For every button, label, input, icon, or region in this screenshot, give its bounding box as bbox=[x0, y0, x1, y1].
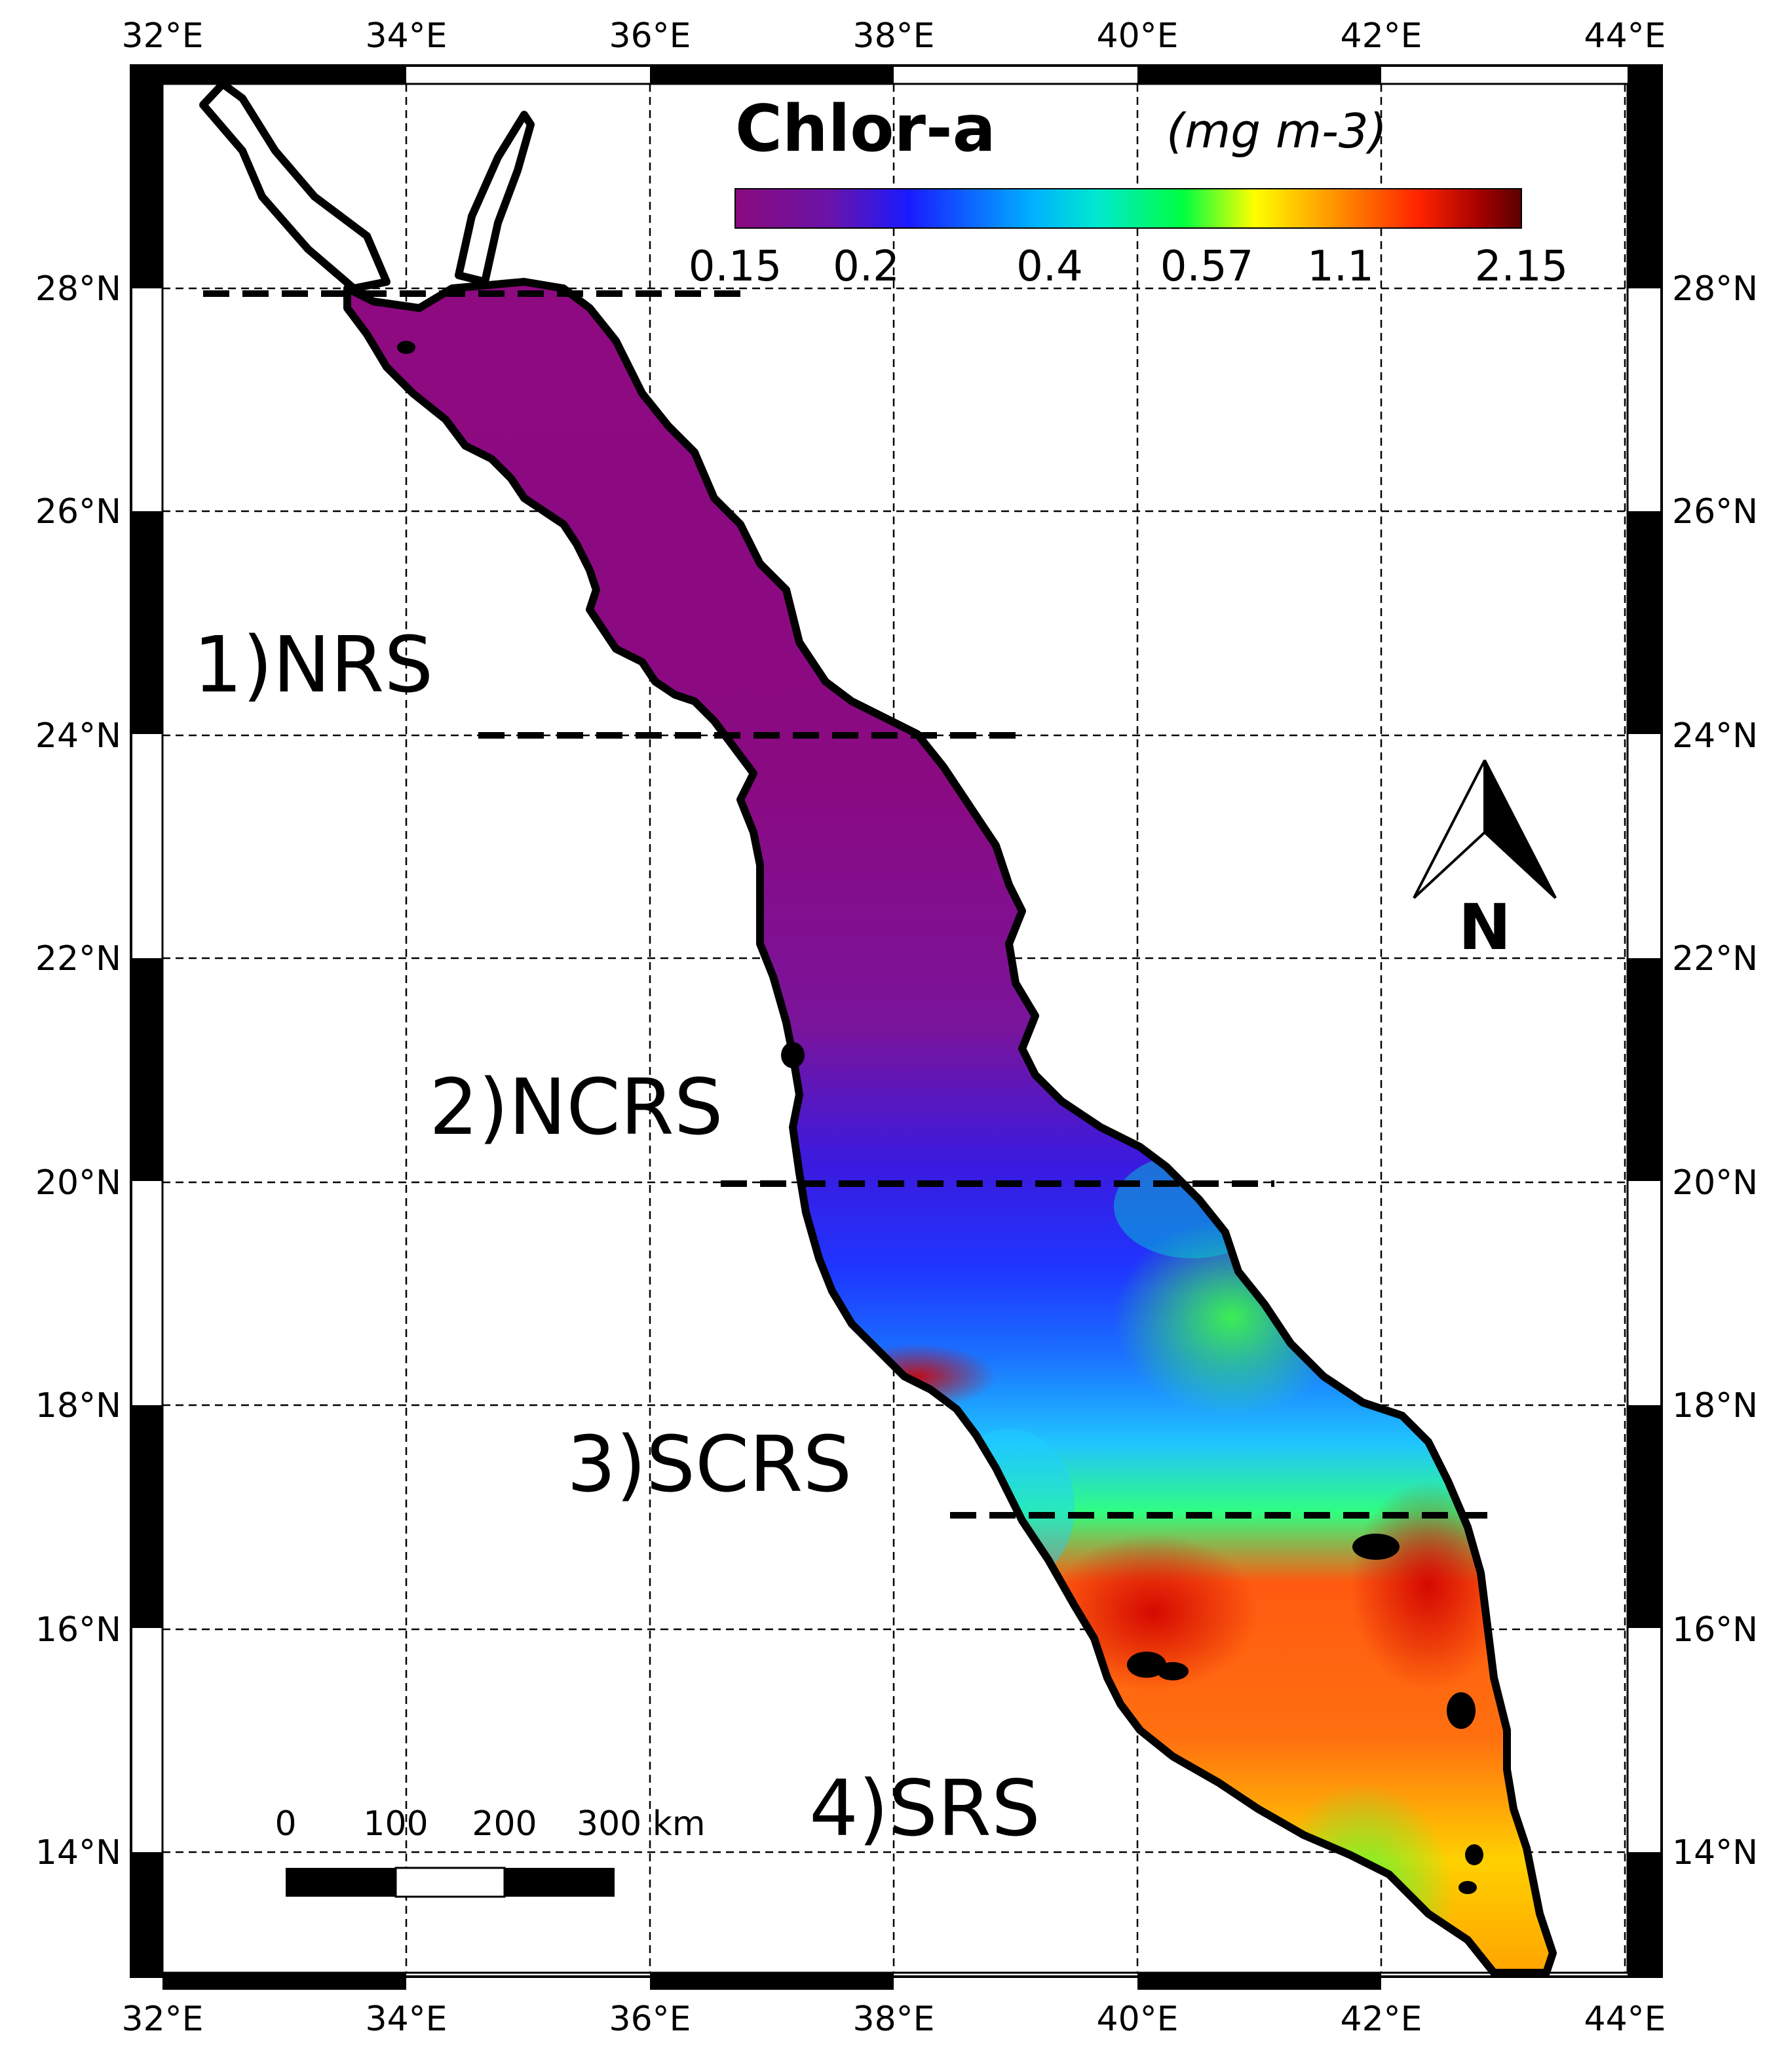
longitude-label: 38°E bbox=[852, 16, 934, 56]
colorbar bbox=[734, 188, 1522, 229]
latitude-label: 24°N bbox=[1672, 716, 1758, 756]
colorbar-tick-label: 0.15 bbox=[689, 242, 782, 291]
colorbar-tick-label: 0.2 bbox=[833, 242, 900, 291]
longitude-label: 42°E bbox=[1340, 16, 1422, 56]
latitude-label: 28°N bbox=[35, 269, 121, 309]
latitude-label: 22°N bbox=[35, 939, 121, 979]
scale-bar-label: 300 km bbox=[577, 1804, 706, 1844]
region-label-srs: 4)SRS bbox=[809, 1763, 1040, 1853]
region-label-ncrs: 2)NCRS bbox=[429, 1062, 723, 1152]
north-arrow-label: N bbox=[1458, 891, 1511, 964]
longitude-label: 32°E bbox=[121, 2000, 203, 2039]
longitude-label: 34°E bbox=[365, 2000, 447, 2039]
scale-bar-label: 200 bbox=[472, 1804, 537, 1844]
longitude-labels-top: 32°E 34°E 36°E 38°E 40°E 42°E 44°E bbox=[121, 16, 1666, 56]
scale-bar-label: 100 bbox=[363, 1804, 428, 1844]
scale-bar-label: 0 bbox=[275, 1804, 296, 1844]
colorbar-tick-label: 0.4 bbox=[1016, 242, 1083, 291]
scale-bar: 0 100 200 300 km bbox=[275, 1804, 706, 1898]
gulf-of-aqaba-outline bbox=[455, 111, 535, 286]
latitude-labels-right: 28°N 26°N 24°N 22°N 20°N 18°N 16°N 14°N bbox=[1672, 269, 1758, 1872]
latitude-label: 20°N bbox=[35, 1163, 121, 1203]
longitude-label: 44°E bbox=[1584, 2000, 1666, 2039]
latitude-label: 16°N bbox=[1672, 1610, 1758, 1650]
colorbar-tick-label: 2.15 bbox=[1475, 242, 1569, 291]
legend-units: (mg m-3) bbox=[1166, 104, 1387, 159]
north-arrow-right-half bbox=[1483, 760, 1557, 899]
latitude-label: 14°N bbox=[35, 1833, 121, 1872]
latitude-label: 18°N bbox=[35, 1386, 121, 1425]
latitude-label: 14°N bbox=[1672, 1833, 1758, 1872]
longitude-labels-bottom: 32°E 34°E 36°E 38°E 40°E 42°E 44°E bbox=[121, 2000, 1666, 2039]
latitude-label: 22°N bbox=[1672, 939, 1758, 979]
legend-title: Chlor-a bbox=[735, 92, 996, 166]
latitude-label: 28°N bbox=[1672, 269, 1758, 309]
longitude-label: 34°E bbox=[365, 16, 447, 56]
latitude-label: 26°N bbox=[35, 492, 121, 532]
longitude-label: 38°E bbox=[852, 2000, 934, 2039]
region-dividers bbox=[203, 290, 1500, 1519]
longitude-label: 42°E bbox=[1340, 2000, 1422, 2039]
longitude-label: 44°E bbox=[1584, 16, 1666, 56]
longitude-label: 36°E bbox=[609, 2000, 691, 2039]
red-sea-coastline bbox=[343, 278, 1557, 1977]
gulf-of-suez-outline bbox=[199, 80, 391, 292]
longitude-label: 32°E bbox=[121, 16, 203, 56]
latitude-label: 26°N bbox=[1672, 492, 1758, 532]
latitude-label: 18°N bbox=[1672, 1386, 1758, 1425]
region-label-nrs: 1)NRS bbox=[193, 619, 433, 710]
islands bbox=[397, 341, 1483, 1894]
longitude-label: 40°E bbox=[1096, 16, 1178, 56]
north-arrow: N bbox=[1413, 760, 1557, 964]
colorbar-tick-label: 0.57 bbox=[1160, 242, 1254, 291]
region-label-scrs: 3)SCRS bbox=[567, 1419, 852, 1509]
frame-border-segments bbox=[131, 66, 1662, 1990]
latitude-label: 20°N bbox=[1672, 1163, 1758, 1203]
latitude-labels-left: 28°N 26°N 24°N 22°N 20°N 18°N 16°N 14°N bbox=[35, 269, 121, 1872]
chlor-a-legend: Chlor-a (mg m-3) 0.15 0.2 0.4 0.57 1.1 2… bbox=[689, 92, 1569, 291]
latitude-label: 24°N bbox=[35, 716, 121, 756]
longitude-label: 40°E bbox=[1096, 2000, 1178, 2039]
colorbar-tick-label: 1.1 bbox=[1307, 242, 1374, 291]
latitude-label: 16°N bbox=[35, 1610, 121, 1650]
longitude-label: 36°E bbox=[609, 16, 691, 56]
